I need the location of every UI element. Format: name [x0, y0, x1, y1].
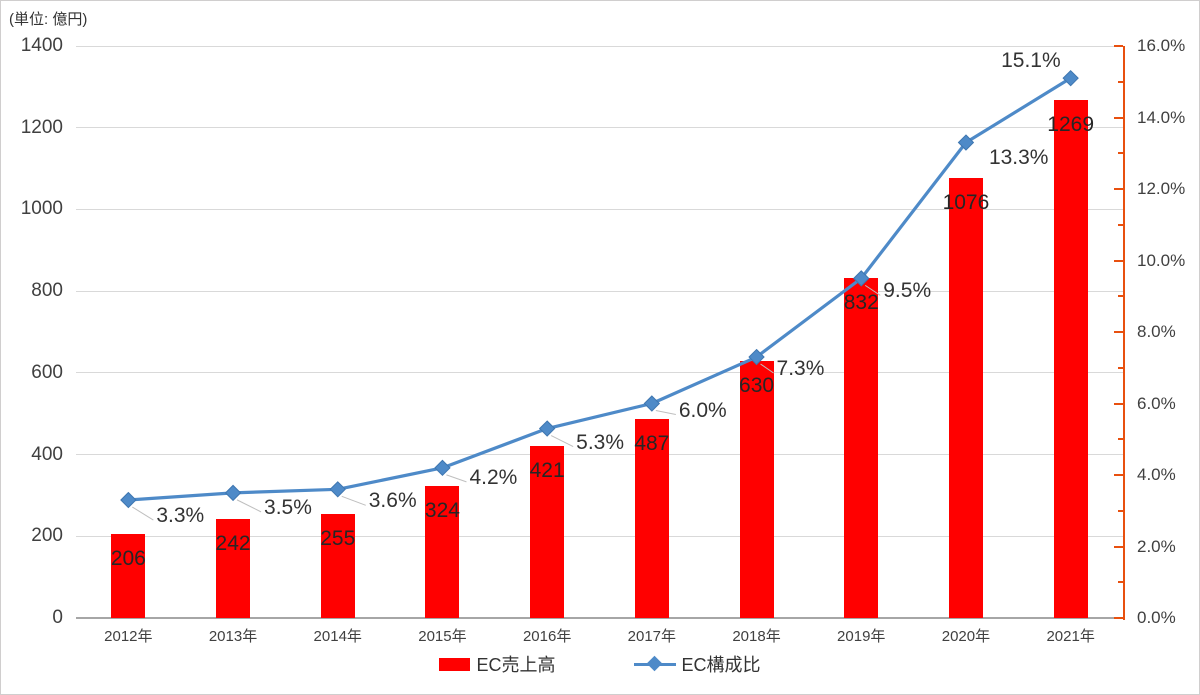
line-data-label: 3.5%: [264, 495, 312, 519]
diamond-marker: [643, 395, 661, 412]
horizontal-gridline: [76, 127, 1123, 129]
x-axis-tick-label: 2016年: [522, 628, 572, 645]
bar-ec-sales: [425, 485, 460, 618]
bar-ec-sales: [1053, 99, 1088, 618]
x-axis-tick-label: 2014年: [313, 628, 362, 645]
data-label-leader-line: [446, 474, 467, 483]
horizontal-gridline: [76, 45, 1123, 47]
x-axis-tick-label: 2020年: [941, 628, 991, 645]
left-axis-tick-label: 1400: [20, 35, 63, 56]
right-axis-major-tick: [1114, 116, 1123, 119]
right-axis-major-tick: [1114, 617, 1123, 619]
right-axis-minor-tick: [1118, 509, 1123, 512]
x-axis-line: [76, 617, 1123, 619]
bar-ec-sales: [216, 519, 251, 618]
right-axis-minor-tick: [1118, 438, 1123, 441]
x-axis-tick-label: 2015年: [418, 628, 467, 645]
right-axis-tick-label: 6.0%: [1137, 393, 1176, 413]
bar-ec-sales: [948, 178, 983, 618]
legend-item-line-series: EC構成比: [633, 651, 761, 677]
right-axis-minor-tick: [1118, 223, 1123, 226]
legend-label-line-series: EC構成比: [681, 655, 761, 675]
line-data-label: 3.6%: [368, 489, 417, 513]
data-label-leader-line: [132, 506, 154, 521]
right-axis-major-tick: [1114, 474, 1123, 476]
diamond-marker: [957, 134, 975, 151]
diamond-marker: [224, 484, 242, 502]
x-axis-tick-label: 2012年: [104, 628, 153, 645]
bar-ec-sales: [320, 513, 355, 618]
bar-value-label: 255: [320, 526, 356, 550]
line-data-label: 5.3%: [576, 430, 625, 454]
left-axis-tick-label: 1000: [20, 198, 63, 220]
bar-value-label: 324: [424, 498, 460, 522]
diamond-marker: [329, 481, 346, 498]
diamond-marker: [1062, 69, 1079, 87]
bar-ec-sales: [111, 533, 146, 618]
line-data-label: 9.5%: [883, 279, 932, 303]
left-axis-unit-label: (単位: 億円): [9, 11, 88, 28]
line-data-label: 4.2%: [469, 465, 518, 489]
right-axis-major-tick: [1114, 259, 1123, 262]
bar-value-label: 1269: [1047, 112, 1094, 136]
legend-label-bar-series: EC売上高: [476, 655, 556, 675]
right-axis-tick-label: 10.0%: [1137, 250, 1186, 270]
right-axis-tick-label: 4.0%: [1137, 465, 1176, 484]
right-axis-major-tick: [1114, 545, 1123, 548]
line-data-label: 3.3%: [156, 504, 205, 528]
x-axis-tick-label: 2021年: [1046, 628, 1095, 645]
bar-value-label: 206: [110, 546, 146, 570]
right-axis-major-tick: [1114, 402, 1123, 405]
right-axis-tick-label: 8.0%: [1137, 322, 1176, 341]
data-label-leader-line: [655, 410, 676, 415]
left-axis-tick-label: 1200: [20, 116, 63, 138]
line-series-swatch: [633, 655, 676, 672]
bar-value-label: 1076: [942, 191, 990, 215]
right-axis-minor-tick: [1118, 295, 1123, 298]
line-data-label: 6.0%: [678, 398, 727, 422]
diamond-marker: [538, 420, 556, 437]
left-axis-tick-label: 0: [52, 607, 63, 628]
right-axis-major-tick: [1114, 45, 1123, 47]
right-axis-minor-tick: [1118, 152, 1123, 155]
bar-ec-sales: [739, 360, 774, 618]
legend-item-bar-series: EC売上高: [439, 651, 556, 677]
left-axis-tick-label: 200: [31, 525, 63, 547]
bar-ec-sales: [844, 278, 879, 618]
data-label-leader-line: [341, 495, 366, 506]
line-data-label: 15.1%: [1001, 49, 1061, 73]
right-axis-major-tick: [1114, 331, 1123, 333]
x-axis-tick-label: 2018年: [732, 628, 781, 645]
horizontal-gridline: [76, 535, 1123, 537]
right-axis-minor-tick: [1118, 366, 1123, 369]
left-axis-tick-label: 800: [31, 280, 63, 302]
right-axis-minor-tick: [1118, 80, 1123, 83]
bar-value-label: 242: [215, 532, 251, 556]
x-axis-tick-label: 2017年: [627, 628, 677, 645]
line-data-label: 13.3%: [988, 145, 1049, 169]
left-axis-tick-label: 400: [31, 443, 63, 465]
legend: EC売上高 EC構成比: [1, 651, 1199, 677]
x-axis-tick-label: 2013年: [208, 628, 258, 645]
x-axis-tick-label: 2019年: [837, 628, 886, 645]
right-axis-tick-label: 2.0%: [1137, 536, 1176, 556]
data-label-leader-line: [236, 499, 262, 513]
right-axis-line: [1123, 46, 1125, 620]
diamond-marker: [120, 491, 137, 509]
bar-series-swatch: [439, 657, 471, 671]
data-label-leader-line: [550, 435, 574, 447]
right-axis-tick-label: 14.0%: [1137, 107, 1186, 127]
right-axis-tick-label: 12.0%: [1137, 179, 1186, 198]
right-axis-minor-tick: [1118, 581, 1123, 584]
left-axis-tick-label: 600: [31, 361, 63, 383]
diamond-marker: [434, 459, 451, 477]
line-data-label: 7.3%: [776, 357, 825, 381]
right-axis-tick-label: 16.0%: [1137, 36, 1186, 55]
right-axis-tick-label: 0.0%: [1137, 608, 1176, 627]
right-axis-major-tick: [1114, 188, 1123, 190]
